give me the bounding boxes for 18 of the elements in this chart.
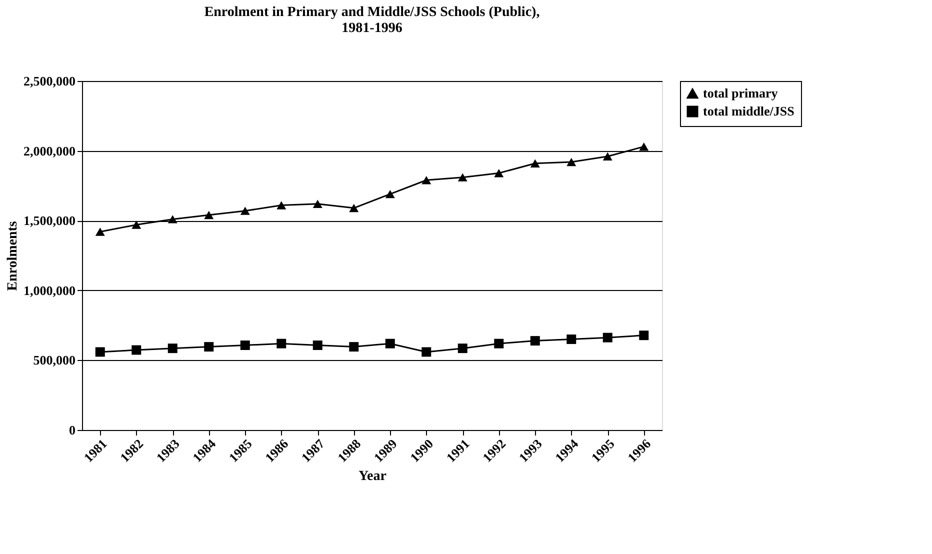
x-tick-label: 1981 [80, 436, 110, 466]
y-tick-label: 1,000,000 [24, 282, 76, 298]
y-axis-title: Enrolments [6, 220, 20, 291]
text: Enrolment in Primary and Middle/JSS Schools (Public), [204, 5, 540, 20]
y-tick-label: 2,000,000 [24, 143, 76, 158]
y-tick-label: 1,500,000 [24, 213, 76, 228]
x-tick-label: 1989 [370, 436, 400, 466]
point [240, 340, 250, 350]
x-axis-title: Year [358, 469, 386, 484]
point [312, 340, 322, 350]
point [566, 334, 576, 344]
legend-label: total primary [703, 86, 778, 100]
legend-label: total middle/JSS [703, 104, 794, 118]
y-tick-label: 2,500,000 [24, 74, 76, 88]
y-tick-label: 0 [69, 422, 76, 438]
text: 1981-1996 [342, 21, 402, 36]
y-tick-label: 500,000 [33, 352, 76, 368]
x-tick-label: 1991 [443, 436, 472, 466]
